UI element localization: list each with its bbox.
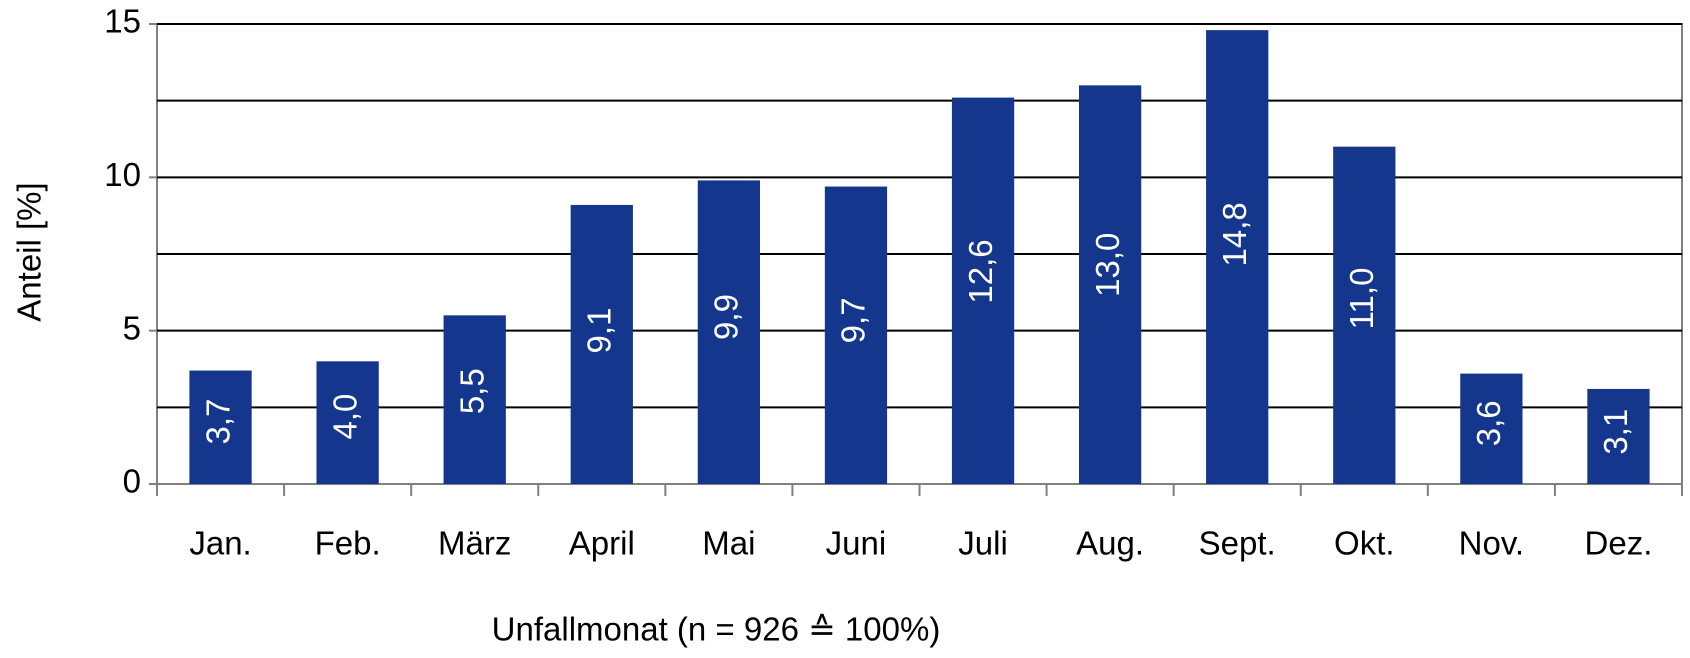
value-label: 9,1: [581, 308, 618, 354]
bar: [824, 186, 888, 485]
bar: [951, 97, 1015, 484]
value-label: 3,6: [1470, 400, 1507, 446]
y-tick-label: 0: [123, 463, 141, 500]
value-label: 9,7: [835, 297, 872, 343]
x-axis-title: Unfallmonat (n = 926 ≙ 100%): [492, 611, 941, 648]
x-tick-label: Juni: [826, 525, 887, 562]
x-tick-label: Juli: [958, 525, 1008, 562]
bar: [1587, 388, 1650, 484]
x-tick-label: Dez.: [1585, 525, 1653, 562]
bar: [316, 361, 379, 484]
bar: [1078, 85, 1142, 484]
value-label: 4,0: [326, 394, 363, 440]
bar: [443, 315, 506, 484]
value-label: 9,9: [708, 294, 745, 340]
y-tick-label: 10: [104, 156, 141, 193]
bar: [1333, 146, 1396, 484]
bar: [697, 180, 761, 484]
x-tick-label: Sept.: [1199, 525, 1276, 562]
value-label: 3,7: [199, 399, 236, 445]
x-tick-label: März: [438, 525, 511, 562]
bar: [1206, 30, 1269, 485]
x-tick-label: Aug.: [1076, 525, 1144, 562]
x-tick-label: Feb.: [315, 525, 381, 562]
y-tick-label: 5: [123, 309, 141, 346]
bar: [570, 204, 633, 484]
y-tick-label: 15: [104, 3, 141, 40]
x-tick-label: Mai: [702, 525, 755, 562]
bar: [189, 370, 252, 484]
value-label: 12,6: [962, 239, 999, 303]
bar: [1460, 373, 1523, 484]
x-tick-label: Jan.: [189, 525, 251, 562]
value-label: 14,8: [1216, 202, 1253, 266]
value-label: 5,5: [453, 368, 490, 414]
value-label: 3,1: [1597, 409, 1634, 455]
y-axis-title: Anteil [%]: [11, 182, 48, 321]
value-label: 13,0: [1089, 233, 1126, 297]
value-label: 11,0: [1343, 268, 1380, 330]
x-tick-label: April: [569, 525, 635, 562]
x-tick-label: Okt.: [1334, 525, 1395, 562]
x-tick-label: Nov.: [1459, 525, 1524, 562]
